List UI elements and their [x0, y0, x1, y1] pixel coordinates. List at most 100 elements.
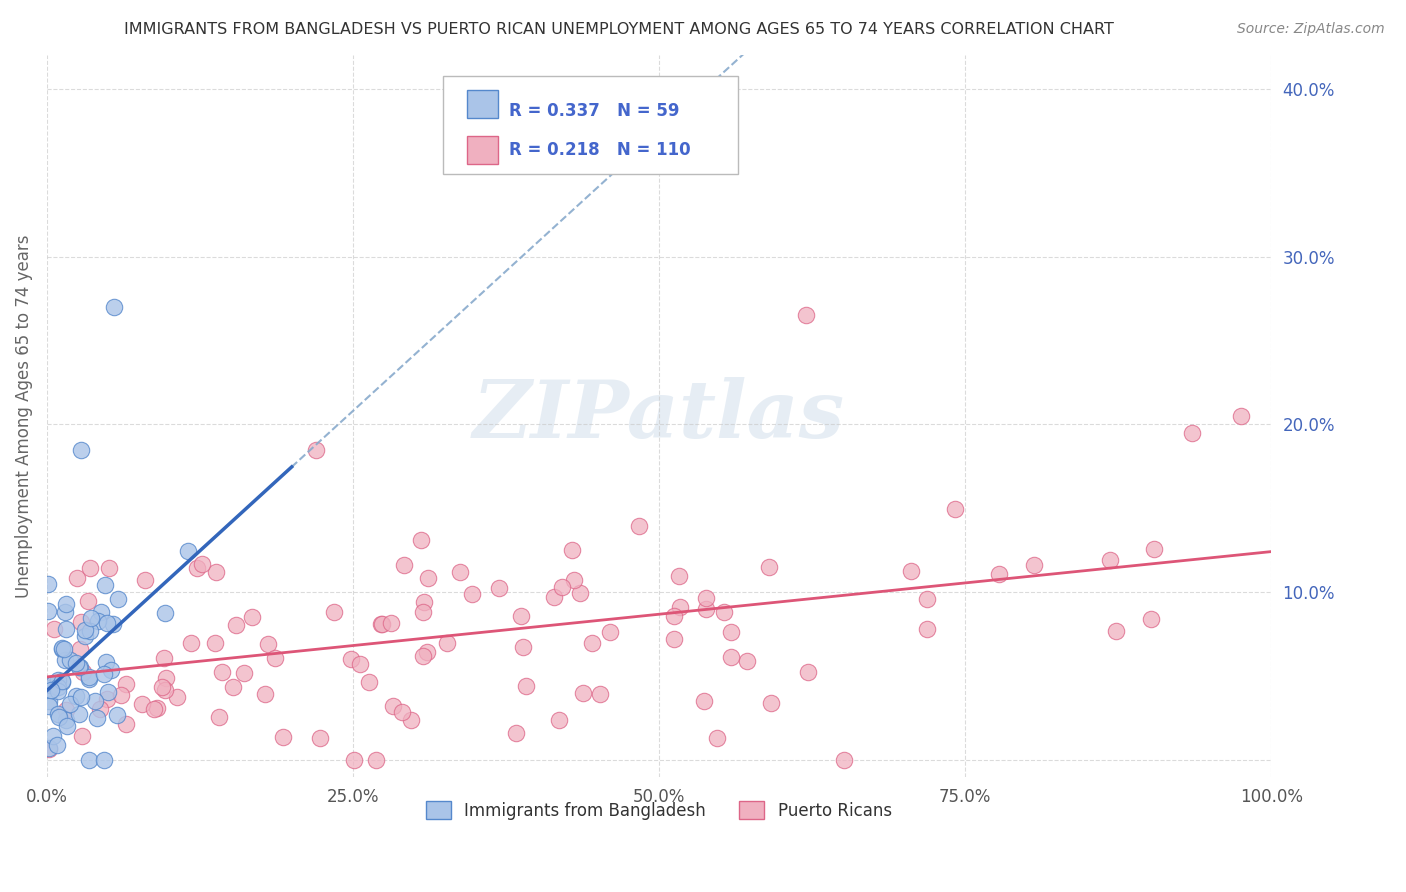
- Point: [562, 573, 585, 587]
- Point: [401, 713, 423, 727]
- Point: [39, 683, 62, 698]
- Point: [55, 597, 77, 611]
- Point: [706, 731, 728, 745]
- Point: [76, 594, 98, 608]
- Point: [180, 636, 202, 650]
- Point: [512, 640, 534, 655]
- Point: [83, 694, 105, 708]
- Point: [1143, 541, 1166, 556]
- Text: Source: ZipAtlas.com: Source: ZipAtlas.com: [1237, 22, 1385, 37]
- Point: [571, 686, 593, 700]
- Point: [411, 533, 433, 548]
- Point: [77, 670, 100, 684]
- Point: [664, 632, 686, 646]
- Point: [695, 602, 717, 616]
- Point: [115, 677, 138, 691]
- Point: [55, 713, 77, 727]
- Point: [1024, 558, 1046, 572]
- Point: [70, 615, 93, 629]
- Point: [107, 591, 129, 606]
- Point: [70, 690, 93, 704]
- Point: [48, 710, 70, 724]
- Point: [370, 617, 392, 632]
- Point: [131, 698, 153, 712]
- Point: [94, 655, 117, 669]
- Point: [412, 649, 434, 664]
- Point: [96, 691, 118, 706]
- Point: [418, 571, 440, 585]
- Point: [73, 623, 96, 637]
- Point: [155, 671, 177, 685]
- Point: [42, 622, 65, 636]
- Point: [273, 731, 295, 745]
- Point: [51, 642, 73, 657]
- Point: [547, 713, 569, 727]
- Point: [38, 699, 60, 714]
- Point: [72, 665, 94, 679]
- Point: [90, 605, 112, 619]
- Point: [79, 624, 101, 638]
- Point: [253, 687, 276, 701]
- Point: [581, 636, 603, 650]
- Point: [46, 673, 69, 687]
- Point: [394, 558, 416, 572]
- Point: [543, 591, 565, 605]
- Point: [103, 300, 125, 314]
- Point: [339, 652, 361, 666]
- Point: [37, 577, 59, 591]
- Point: [86, 711, 108, 725]
- Point: [46, 681, 69, 695]
- Point: [668, 569, 690, 583]
- Point: [720, 650, 742, 665]
- Point: [1180, 425, 1202, 440]
- Point: [1229, 409, 1251, 423]
- Point: [77, 753, 100, 767]
- Point: [436, 636, 458, 650]
- Point: [309, 731, 332, 746]
- Point: [87, 614, 110, 628]
- Point: [669, 600, 692, 615]
- Point: [166, 690, 188, 704]
- Point: [42, 677, 65, 691]
- Point: [38, 742, 60, 756]
- Point: [370, 617, 392, 632]
- Point: [98, 560, 121, 574]
- Point: [145, 700, 167, 714]
- Point: [515, 679, 537, 693]
- Point: [70, 442, 93, 457]
- Point: [79, 560, 101, 574]
- Point: [735, 654, 758, 668]
- Point: [900, 564, 922, 578]
- Point: [1140, 612, 1163, 626]
- Point: [38, 681, 60, 696]
- Point: [153, 607, 176, 621]
- Point: [93, 753, 115, 767]
- Point: [53, 653, 76, 667]
- Point: [695, 591, 717, 605]
- Point: [51, 674, 73, 689]
- Point: [55, 623, 77, 637]
- Point: [46, 707, 69, 722]
- Point: [412, 605, 434, 619]
- Point: [55, 703, 77, 717]
- Point: [449, 565, 471, 579]
- Point: [58, 653, 80, 667]
- Point: [323, 605, 346, 619]
- Point: [38, 741, 60, 756]
- Point: [51, 674, 73, 689]
- Point: [42, 729, 65, 743]
- Point: [713, 606, 735, 620]
- Point: [67, 660, 90, 674]
- Point: [505, 726, 527, 740]
- Point: [53, 642, 76, 657]
- Point: [177, 544, 200, 558]
- Point: [96, 615, 118, 630]
- Point: [343, 753, 366, 767]
- Point: [380, 616, 402, 631]
- Point: [349, 657, 371, 671]
- Point: [510, 608, 533, 623]
- Point: [357, 675, 380, 690]
- Point: [69, 642, 91, 657]
- Point: [53, 606, 76, 620]
- Point: [94, 578, 117, 592]
